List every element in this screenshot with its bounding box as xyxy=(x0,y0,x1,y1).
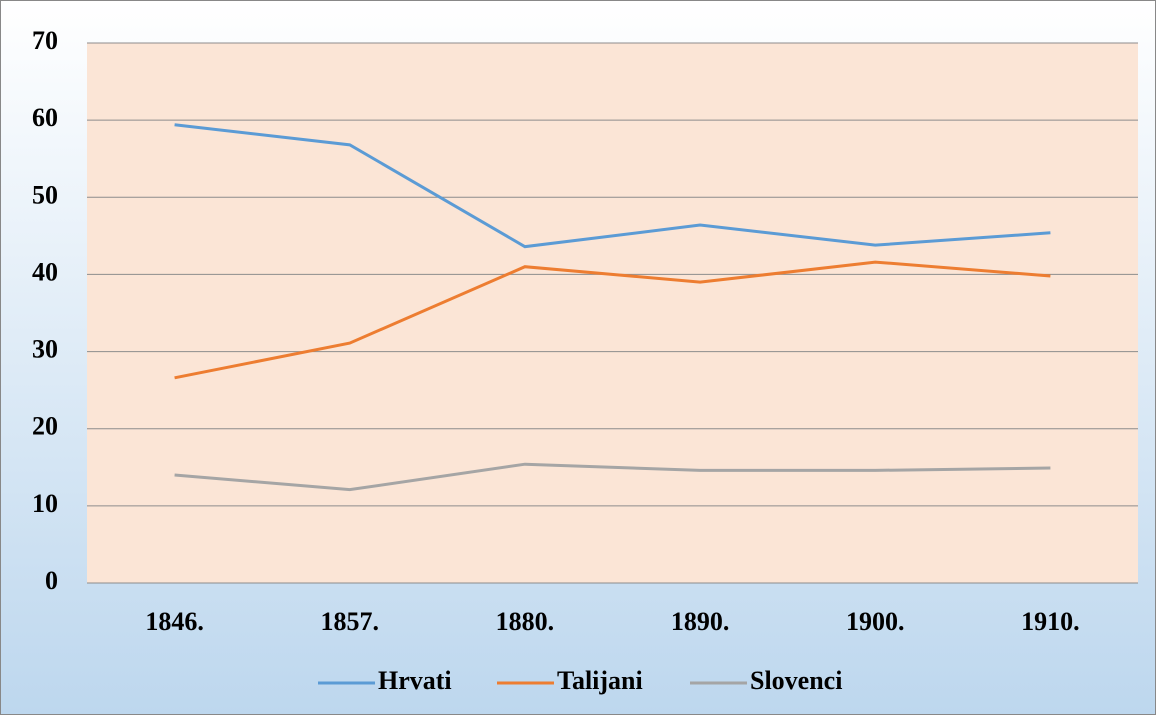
y-tick-label: 60 xyxy=(32,103,58,132)
x-tick-label: 1880. xyxy=(496,607,555,636)
legend-label: Slovenci xyxy=(750,666,842,695)
x-tick-label: 1846. xyxy=(145,607,204,636)
y-tick-label: 40 xyxy=(32,257,58,286)
legend-label: Talijani xyxy=(557,666,643,695)
x-tick-label: 1857. xyxy=(321,607,380,636)
y-tick-label: 30 xyxy=(32,335,58,364)
y-tick-label: 20 xyxy=(32,412,58,441)
y-tick-label: 0 xyxy=(45,566,58,595)
x-tick-label: 1890. xyxy=(671,607,730,636)
line-series xyxy=(174,260,1051,380)
line-series xyxy=(174,462,1051,492)
x-tick-label: 1900. xyxy=(846,607,905,636)
y-tick-label: 70 xyxy=(32,26,58,55)
x-tick-label: 1910. xyxy=(1021,607,1080,636)
plot-area xyxy=(87,43,1138,583)
line-series xyxy=(174,123,1051,249)
y-tick-label: 10 xyxy=(32,489,58,518)
y-tick-label: 50 xyxy=(32,180,58,209)
legend-label: Hrvati xyxy=(378,666,452,695)
